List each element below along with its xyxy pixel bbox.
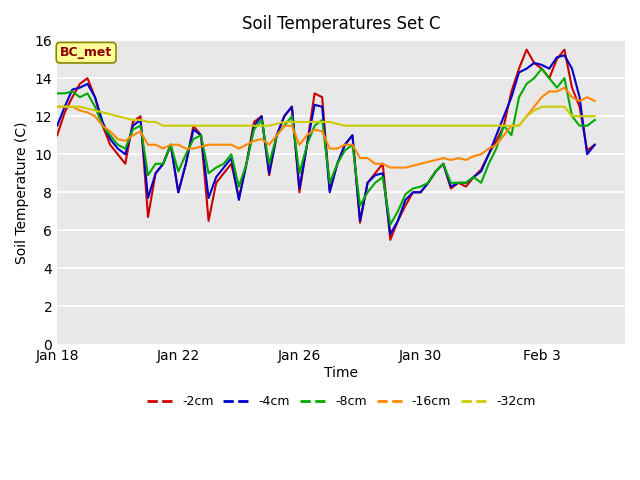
Legend: -2cm, -4cm, -8cm, -16cm, -32cm: -2cm, -4cm, -8cm, -16cm, -32cm [142, 390, 540, 413]
Title: Soil Temperatures Set C: Soil Temperatures Set C [242, 15, 440, 33]
Text: BC_met: BC_met [60, 46, 112, 59]
X-axis label: Time: Time [324, 366, 358, 380]
Y-axis label: Soil Temperature (C): Soil Temperature (C) [15, 121, 29, 264]
